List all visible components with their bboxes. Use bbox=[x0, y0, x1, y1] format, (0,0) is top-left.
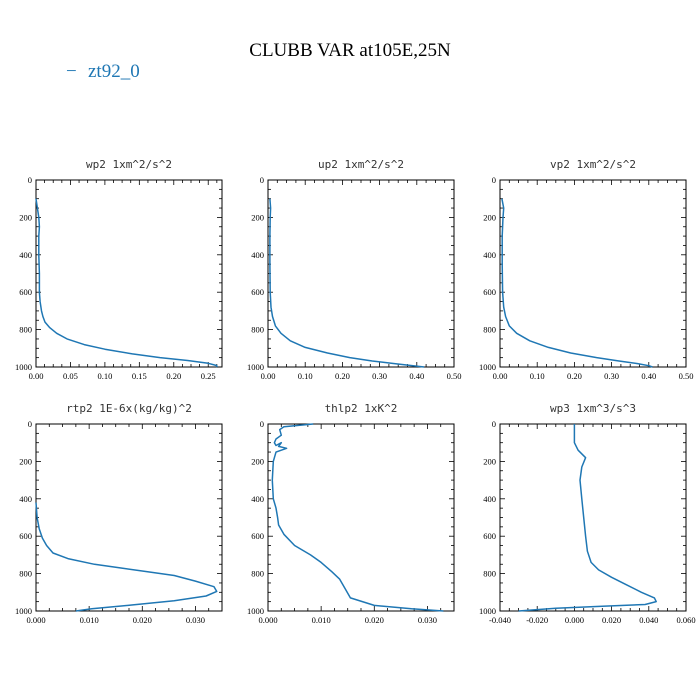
y-tick-label: 0 bbox=[260, 419, 264, 429]
x-tick-label: 0.10 bbox=[530, 371, 545, 381]
y-tick-label: 0 bbox=[28, 175, 32, 185]
y-tick-label: 400 bbox=[19, 250, 32, 260]
legend: − zt92_0 bbox=[66, 61, 140, 82]
x-tick-label: 0.00 bbox=[261, 371, 276, 381]
x-tick-label: 0.020 bbox=[602, 615, 621, 625]
x-tick-label: 0.10 bbox=[97, 371, 112, 381]
y-tick-label: 1000 bbox=[15, 362, 32, 372]
y-tick-label: 800 bbox=[251, 325, 264, 335]
x-tick-label: 0.010 bbox=[80, 615, 99, 625]
x-tick-label: 0.50 bbox=[679, 371, 694, 381]
figure-title: CLUBB VAR at105E,25N bbox=[249, 40, 451, 61]
y-tick-label: 800 bbox=[251, 569, 264, 579]
x-tick-label: 0.20 bbox=[335, 371, 350, 381]
y-tick-label: 200 bbox=[483, 212, 496, 222]
y-tick-label: 1000 bbox=[15, 606, 32, 616]
series-line-zt92_0 bbox=[35, 198, 218, 368]
x-tick-label: 0.00 bbox=[29, 371, 44, 381]
legend-marker: − bbox=[66, 61, 77, 82]
x-tick-label: 0.30 bbox=[372, 371, 387, 381]
panel-title: rtp2 1E-6x(kg/kg)^2 bbox=[66, 402, 192, 415]
y-tick-label: 400 bbox=[483, 494, 496, 504]
series-line-zt92_0 bbox=[501, 198, 653, 368]
y-tick-label: 400 bbox=[251, 250, 264, 260]
x-tick-label: 0.15 bbox=[132, 371, 147, 381]
y-tick-label: 600 bbox=[251, 531, 264, 541]
y-tick-label: 400 bbox=[19, 494, 32, 504]
x-tick-label: 0.020 bbox=[133, 615, 152, 625]
y-tick-label: 600 bbox=[483, 531, 496, 541]
panel-title: wp3 1xm^3/s^3 bbox=[550, 402, 636, 415]
y-tick-label: 200 bbox=[483, 456, 496, 466]
x-tick-label: 0.05 bbox=[63, 371, 78, 381]
legend-label: zt92_0 bbox=[88, 61, 140, 82]
x-tick-label: 0.40 bbox=[641, 371, 656, 381]
x-tick-label: 0.010 bbox=[312, 615, 331, 625]
plot-frame bbox=[35, 423, 223, 612]
y-tick-label: 0 bbox=[260, 175, 264, 185]
y-tick-label: 0 bbox=[492, 419, 496, 429]
y-tick-label: 800 bbox=[483, 569, 496, 579]
plot-frame bbox=[499, 423, 687, 612]
y-tick-label: 400 bbox=[251, 494, 264, 504]
y-tick-label: 0 bbox=[28, 419, 32, 429]
y-tick-label: 1000 bbox=[479, 362, 496, 372]
x-tick-label: 0.50 bbox=[447, 371, 462, 381]
series-line-zt92_0 bbox=[35, 502, 218, 612]
plot-frame bbox=[267, 179, 455, 368]
x-tick-label: 0.40 bbox=[409, 371, 424, 381]
x-tick-label: 0.30 bbox=[604, 371, 619, 381]
y-tick-label: 1000 bbox=[247, 362, 264, 372]
y-tick-label: 600 bbox=[483, 287, 496, 297]
x-tick-label: 0.20 bbox=[567, 371, 582, 381]
y-tick-label: 600 bbox=[19, 531, 32, 541]
y-tick-label: 800 bbox=[483, 325, 496, 335]
x-tick-label: 0.030 bbox=[418, 615, 437, 625]
panel-title: thlp2 1xK^2 bbox=[325, 402, 398, 415]
x-tick-label: 0.020 bbox=[365, 615, 384, 625]
y-tick-label: 0 bbox=[492, 175, 496, 185]
panel-4: rtp2 1E-6x(kg/kg)^2 0 200 400 600 800 10000.00… bbox=[15, 402, 223, 625]
series-line-zt92_0 bbox=[271, 423, 444, 612]
y-tick-label: 600 bbox=[19, 287, 32, 297]
x-tick-label: -0.040 bbox=[489, 615, 511, 625]
x-tick-label: 0.060 bbox=[676, 615, 695, 625]
y-tick-label: 200 bbox=[19, 456, 32, 466]
y-tick-label: 800 bbox=[19, 569, 32, 579]
plot-frame bbox=[35, 179, 223, 368]
x-tick-label: 0.20 bbox=[166, 371, 181, 381]
x-tick-label: 0.040 bbox=[639, 615, 658, 625]
series-line-zt92_0 bbox=[518, 424, 657, 612]
x-tick-label: 0.030 bbox=[186, 615, 205, 625]
y-tick-label: 200 bbox=[251, 456, 264, 466]
x-tick-label: 0.00 bbox=[493, 371, 508, 381]
panel-title: up2 1xm^2/s^2 bbox=[318, 158, 404, 171]
y-tick-label: 800 bbox=[19, 325, 32, 335]
x-tick-label: 0.000 bbox=[26, 615, 45, 625]
x-tick-label: 0.25 bbox=[201, 371, 216, 381]
panel-title: vp2 1xm^2/s^2 bbox=[550, 158, 636, 171]
x-tick-label: 0.000 bbox=[258, 615, 277, 625]
y-tick-label: 200 bbox=[251, 212, 264, 222]
series-line-zt92_0 bbox=[269, 198, 425, 368]
y-tick-label: 1000 bbox=[247, 606, 264, 616]
panel-6: wp3 1xm^3/s^3 0 200 400 600 800 1000-0.040 -0.0… bbox=[479, 402, 696, 625]
y-tick-label: 200 bbox=[19, 212, 32, 222]
plot-frame bbox=[267, 423, 455, 612]
x-tick-label: 0.000 bbox=[565, 615, 584, 625]
y-tick-label: 400 bbox=[483, 250, 496, 260]
x-tick-label: 0.10 bbox=[298, 371, 313, 381]
y-tick-label: 1000 bbox=[479, 606, 496, 616]
y-tick-label: 600 bbox=[251, 287, 264, 297]
panel-title: wp2 1xm^2/s^2 bbox=[86, 158, 172, 171]
x-tick-label: -0.020 bbox=[526, 615, 548, 625]
